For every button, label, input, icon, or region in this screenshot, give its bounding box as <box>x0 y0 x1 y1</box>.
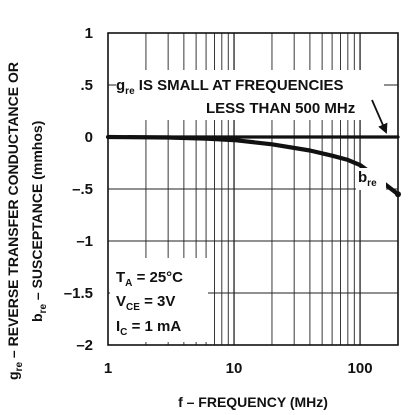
svg-text:bre: bre <box>358 169 377 189</box>
plot-frame <box>107 32 399 346</box>
y-tick-label: .5 <box>80 77 93 94</box>
y-axis-label-line2: bre – SUSCEPTANCE (mmhos) <box>29 121 49 322</box>
x-tick-label: 100 <box>348 360 373 377</box>
x-axis-label: f – FREQUENCY (MHz) <box>178 394 328 410</box>
y-tick-label: 0 <box>85 129 93 146</box>
y-axis-label-line1: gre – REVERSE TRANSFER CONDUCTANCE OR <box>5 62 25 380</box>
y-tick-labels: 1 .5 0 –.5 –1 –1.5 –2 <box>64 25 93 354</box>
gre-annotation: gre IS SMALL AT FREQUENCIES LESS THAN 50… <box>116 70 388 134</box>
x-tick-label: 10 <box>226 360 243 377</box>
gre-arrow <box>371 99 388 134</box>
gre-note-line2: LESS THAN 500 MHz <box>206 100 355 117</box>
x-tick-labels: 1 10 100 <box>104 360 373 377</box>
conditions-box: TA = 25°C VCE = 3V IC = 1 mA <box>110 258 208 342</box>
y-tick-label: –.5 <box>72 181 93 198</box>
y-tick-label: –1.5 <box>64 285 93 302</box>
bre-series-label: bre <box>356 168 386 190</box>
condition-temperature: TA = 25°C <box>116 269 183 289</box>
gre-note-line1: gre IS SMALL AT FREQUENCIES <box>116 77 344 97</box>
condition-ic: IC = 1 mA <box>116 318 181 338</box>
x-tick-label: 1 <box>104 360 112 377</box>
y-tick-label: 1 <box>85 25 93 42</box>
condition-vce: VCE = 3V <box>116 293 175 313</box>
y-tick-label: –2 <box>76 337 93 354</box>
y-tick-label: –1 <box>76 233 93 250</box>
